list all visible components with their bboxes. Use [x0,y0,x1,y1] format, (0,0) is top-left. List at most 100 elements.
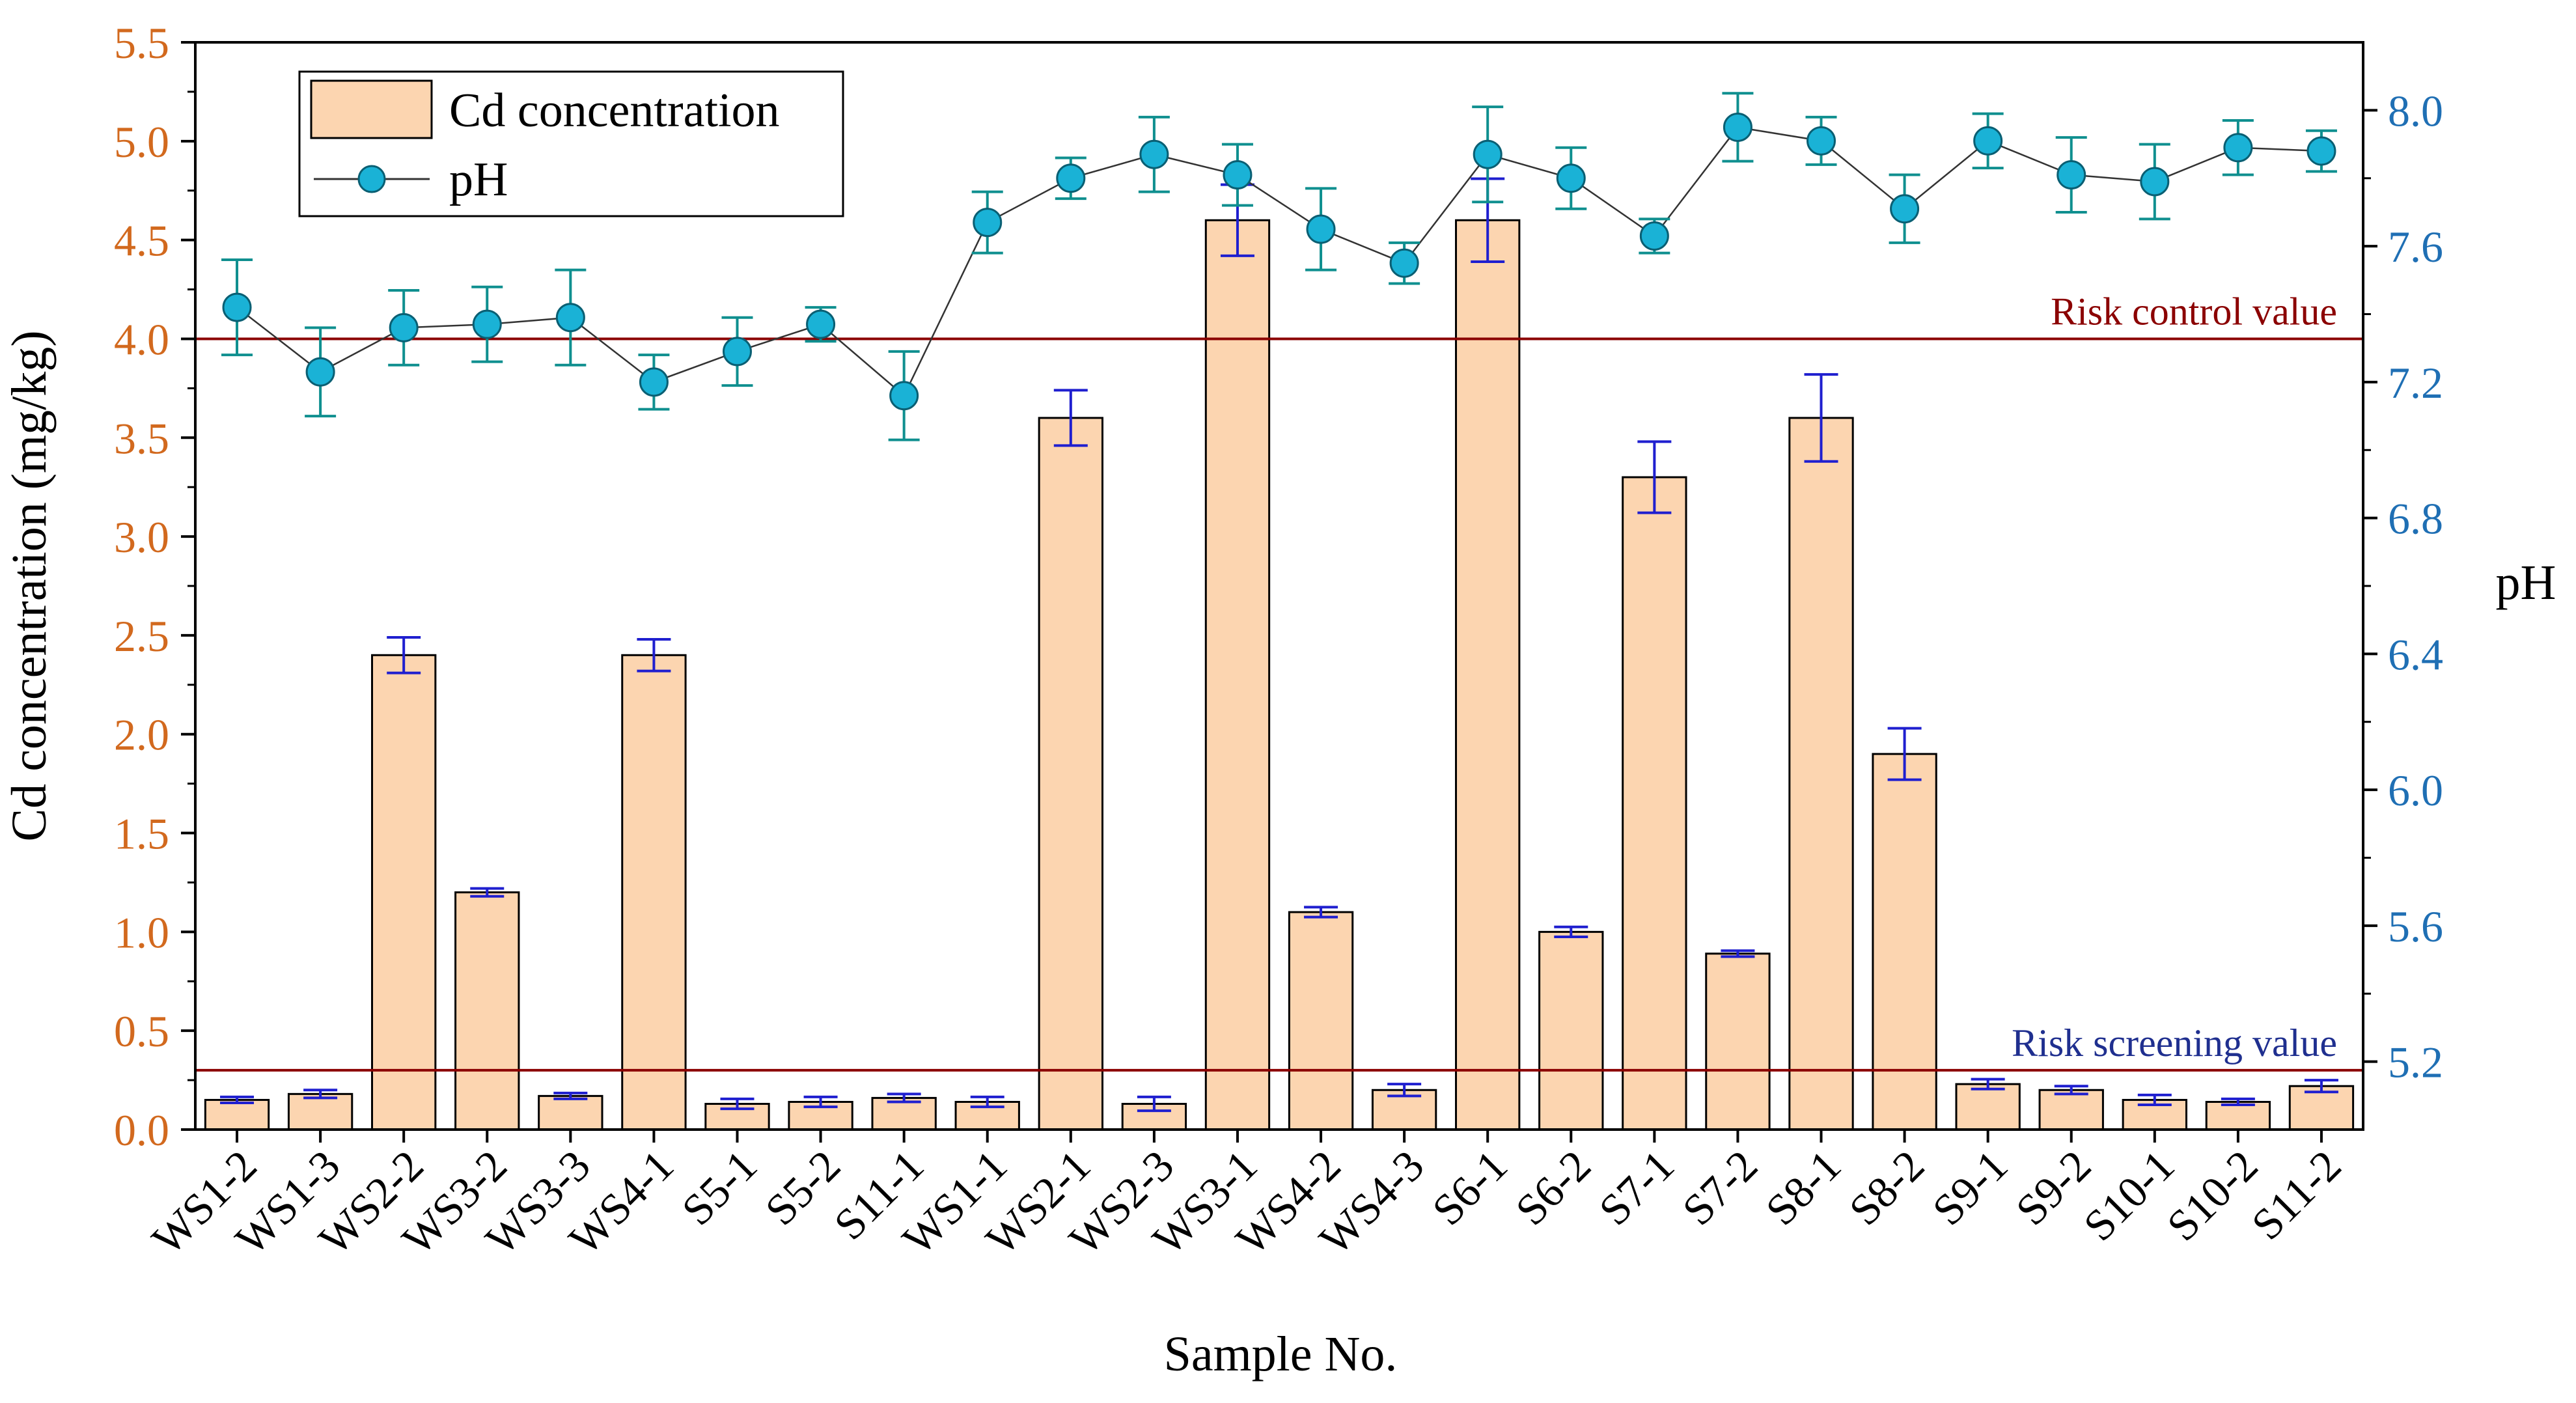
bar-error-S8-2 [1887,727,1922,781]
y2-tick-label: 8.0 [2388,86,2443,135]
bar-error-S11-2 [2304,1079,2338,1094]
y-tick-label: 5.0 [114,117,169,167]
y-tick-label: 3.5 [114,413,169,463]
bar-WS3-3 [538,1094,603,1131]
bar-error-WS3-2 [470,887,505,898]
y-tick-label: 3.0 [114,512,169,562]
bar-WS1-3 [287,1092,353,1131]
bar-WS3-2 [454,891,520,1131]
ph-point-WS2-2 [389,313,419,342]
ph-point-WS3-2 [472,309,502,339]
y-tick-label: 4.0 [114,314,169,364]
ph-point-S9-2 [2057,160,2086,190]
ph-point-WS1-1 [973,208,1003,238]
y-tick-label: 1.5 [114,809,169,859]
reference-label-1: Risk screening value [2012,1021,2337,1064]
x-tick-label: S11-2 [2242,1141,2351,1249]
bar-error-S11-1 [887,1092,921,1104]
bar-error-WS4-3 [1387,1083,1422,1098]
x-tick-label: S6-2 [1506,1141,1600,1235]
y2-tick-label: 7.2 [2388,358,2443,408]
ph-point-S11-2 [2306,136,2336,166]
ph-point-S7-1 [1639,221,1669,251]
ph-series [221,92,2337,441]
bar-error-WS2-3 [1137,1095,1171,1113]
ph-point-S10-1 [2140,167,2170,197]
y-tick-label: 0.0 [114,1105,169,1155]
ph-point-WS1-3 [305,357,335,387]
y2-tick-label: 6.8 [2388,494,2443,544]
x-tick-label: S6-1 [1422,1141,1517,1235]
bar-S6-1 [1455,219,1521,1131]
bar-error-S8-1 [1804,373,1838,463]
bar-error-S7-1 [1637,440,1672,514]
ph-point-S9-1 [1973,126,2003,156]
bar-error-WS1-2 [220,1095,255,1105]
y2-tick-label: 5.2 [2388,1038,2443,1087]
x-tick-label: S7-2 [1672,1141,1767,1235]
ph-point-WS4-2 [1306,214,1336,244]
bar-WS4-2 [1288,911,1354,1131]
ph-point-S8-1 [1807,126,1836,156]
ph-point-WS1-2 [222,292,252,322]
bar-WS2-2 [371,654,437,1131]
bar-error-WS1-3 [303,1089,338,1100]
bar-error-S5-1 [720,1097,755,1111]
reference-label-0: Risk control value [2051,290,2337,333]
bar-S9-2 [2038,1089,2104,1131]
ph-line [236,126,2322,397]
y2-tick-label: 7.6 [2388,222,2443,271]
ph-point-WS3-1 [1223,160,1253,190]
bar-error-S10-1 [2137,1093,2172,1107]
y-tick-label: 0.5 [114,1007,169,1056]
bar-S8-2 [1872,753,1937,1131]
left-axis: 0.0 0.5 1.0 1.5 2.0 2.5 3.0 3.5 4.0 4.5 5.0 5.5 [114,18,195,1155]
bar-error-S5-2 [803,1095,838,1109]
reference-lines: Risk control value Risk screening value [195,290,2363,1072]
y2-axis-title: pH [2496,555,2556,610]
ph-point-WS4-3 [1389,248,1419,278]
bar-series [204,177,2355,1131]
bar-error-WS2-2 [387,635,421,674]
bar-error-S6-2 [1554,925,1588,938]
bar-S7-1 [1622,476,1687,1131]
x-tick-label: S8-1 [1756,1141,1851,1235]
x-tick-label: S7-1 [1589,1141,1683,1235]
y-tick-label: 4.5 [114,216,169,266]
bar-error-WS2-1 [1053,389,1088,447]
ph-point-S8-2 [1890,194,1920,224]
bar-error-S9-1 [1971,1077,2005,1090]
ph-point-WS2-1 [1056,163,1086,193]
x-tick-label: S5-1 [672,1141,767,1235]
y2-tick-label: 6.4 [2388,630,2443,679]
x-tick-label: S9-1 [1923,1141,2017,1235]
legend-line-marker [357,165,386,193]
legend-line-label: pH [449,153,508,206]
legend-bar-swatch [310,79,433,139]
bar-error-S10-2 [2221,1097,2255,1107]
bar-S6-2 [1538,930,1604,1131]
x-axis: WS1-2WS1-3WS2-2WS3-2WS3-3WS4-1S5-1S5-2S1… [143,1130,2351,1264]
bar-S7-2 [1705,952,1771,1131]
ph-point-S6-2 [1556,163,1586,193]
ph-point-S6-1 [1473,139,1503,169]
y-tick-label: 2.5 [114,611,169,661]
y-tick-label: 1.0 [114,908,169,957]
plot-background [195,42,2363,1130]
bar-error-S7-2 [1721,949,1755,958]
bar-WS2-1 [1038,417,1103,1131]
ph-point-WS2-3 [1139,139,1169,169]
ph-point-S5-1 [723,337,752,367]
y2-tick-label: 5.6 [2388,902,2443,951]
bar-error-WS3-3 [553,1091,588,1100]
ph-point-WS3-3 [555,303,585,333]
ph-point-S7-2 [1723,112,1752,142]
x-axis-title: Sample No. [1164,1327,1398,1382]
right-axis: 5.2 5.6 6.0 6.4 6.8 7.2 7.6 8.0 [2363,86,2443,1087]
bar-WS4-1 [621,654,687,1131]
legend-bar-label: Cd concentration [449,84,780,137]
ph-point-S5-2 [806,309,836,339]
bar-error-WS4-1 [637,637,671,673]
bar-WS1-2 [204,1098,270,1131]
